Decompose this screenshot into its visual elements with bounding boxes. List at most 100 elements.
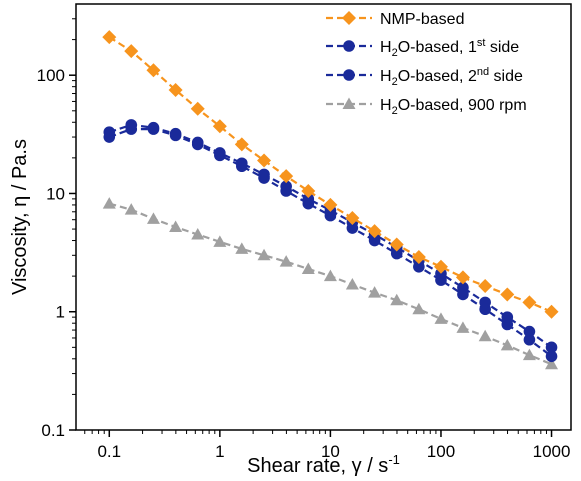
x-tick-label: 100 (427, 442, 455, 461)
plot-frame (75, 3, 572, 431)
data-point (146, 212, 160, 224)
data-point (235, 242, 249, 254)
data-point (500, 338, 514, 351)
data-point (146, 63, 161, 78)
axis-ticks: 0.1 1 10 100 1000 0.1 1 10 100 (37, 18, 571, 461)
data-point (411, 250, 426, 265)
data-point (169, 220, 183, 233)
data-point (301, 262, 315, 274)
data-point (500, 287, 515, 302)
legend-label-part: H (380, 39, 392, 56)
legend-label-part: st (477, 37, 486, 49)
data-point (523, 333, 536, 346)
series-layer (102, 30, 559, 370)
data-point (545, 357, 559, 370)
data-point (257, 153, 272, 168)
data-point (279, 169, 294, 184)
legend-label-part: O-based, 2 (398, 68, 477, 85)
legend-marker (343, 40, 355, 52)
data-point (456, 321, 470, 333)
data-point (412, 302, 426, 315)
data-point (478, 279, 493, 294)
legend-label-part: O-based, 900 rpm (398, 97, 527, 114)
data-point (102, 30, 117, 45)
legend-marker (343, 69, 355, 81)
data-point (545, 341, 558, 354)
legend-label-part: 2 (392, 47, 398, 59)
data-point (457, 281, 469, 294)
data-point (168, 82, 183, 97)
data-point (544, 304, 559, 319)
data-point (214, 147, 226, 159)
data-point (522, 295, 537, 310)
data-point (302, 193, 315, 205)
data-point (258, 168, 270, 181)
series-3 (102, 197, 559, 370)
data-point (124, 203, 138, 215)
legend-item-1: H2O-based, 1st side (326, 37, 519, 59)
data-point (434, 312, 448, 324)
data-point (323, 269, 337, 282)
legend-label: H2O-based, 1st side (380, 37, 519, 59)
y-tick-label: 10 (46, 184, 65, 203)
data-point (301, 183, 316, 198)
data-point (345, 277, 359, 290)
y-axis-title: Viscosity, η / Pa.s (9, 139, 31, 295)
data-point (280, 180, 292, 193)
series-line (108, 123, 553, 349)
x-axis-title-text: Shear rate, (247, 455, 352, 477)
legend-label-part: side (489, 68, 523, 85)
legend-label-part: NMP-based (380, 11, 464, 28)
x-tick-label: 0.1 (97, 442, 121, 461)
legend-label: H2O-based, 900 rpm (380, 97, 527, 117)
data-point (478, 329, 492, 342)
data-point (523, 325, 536, 338)
data-point (279, 255, 293, 267)
data-point (433, 259, 448, 274)
x-tick-label: 10 (321, 442, 340, 461)
y-tick-label: 0.1 (41, 421, 65, 440)
data-point (501, 311, 514, 323)
x-tick-label: 1000 (533, 442, 571, 461)
legend-label-part: 2 (392, 105, 398, 117)
legend-label: NMP-based (380, 11, 464, 28)
data-point (522, 348, 536, 361)
data-point (368, 286, 382, 298)
data-point (191, 136, 204, 149)
data-point (212, 119, 227, 134)
legend-item-3: H2O-based, 900 rpm (326, 97, 527, 117)
data-point (479, 296, 491, 309)
data-point (125, 119, 138, 131)
data-point (147, 121, 160, 134)
legend-marker (342, 11, 356, 25)
legend-label-part: side (485, 39, 519, 56)
data-point (124, 44, 139, 59)
data-point (103, 126, 116, 138)
data-point (455, 270, 470, 285)
legend-label-part: O-based, 1 (398, 39, 477, 56)
x-axis-title-unit: / s (362, 455, 389, 477)
legend-item-0: NMP-based (326, 11, 464, 28)
x-axis-title-symbol: γ (352, 455, 362, 477)
legend-item-2: H2O-based, 2nd side (326, 66, 523, 88)
data-point (390, 293, 404, 306)
y-tick-label: 100 (37, 66, 65, 85)
data-point (234, 137, 249, 152)
data-point (102, 197, 116, 209)
data-point (213, 235, 227, 247)
series-0 (102, 30, 559, 319)
data-point (191, 227, 205, 240)
data-point (190, 101, 205, 116)
y-tick-label: 1 (56, 303, 65, 322)
x-axis-title: Shear rate, γ / s-1 (247, 452, 400, 477)
legend-label-part: nd (477, 66, 489, 78)
legend-label-part: 2 (392, 76, 398, 88)
data-point (389, 237, 404, 252)
data-point (169, 127, 182, 140)
legend-label-part: H (380, 68, 392, 85)
data-point (323, 197, 338, 212)
legend-label-part: H (380, 97, 392, 114)
